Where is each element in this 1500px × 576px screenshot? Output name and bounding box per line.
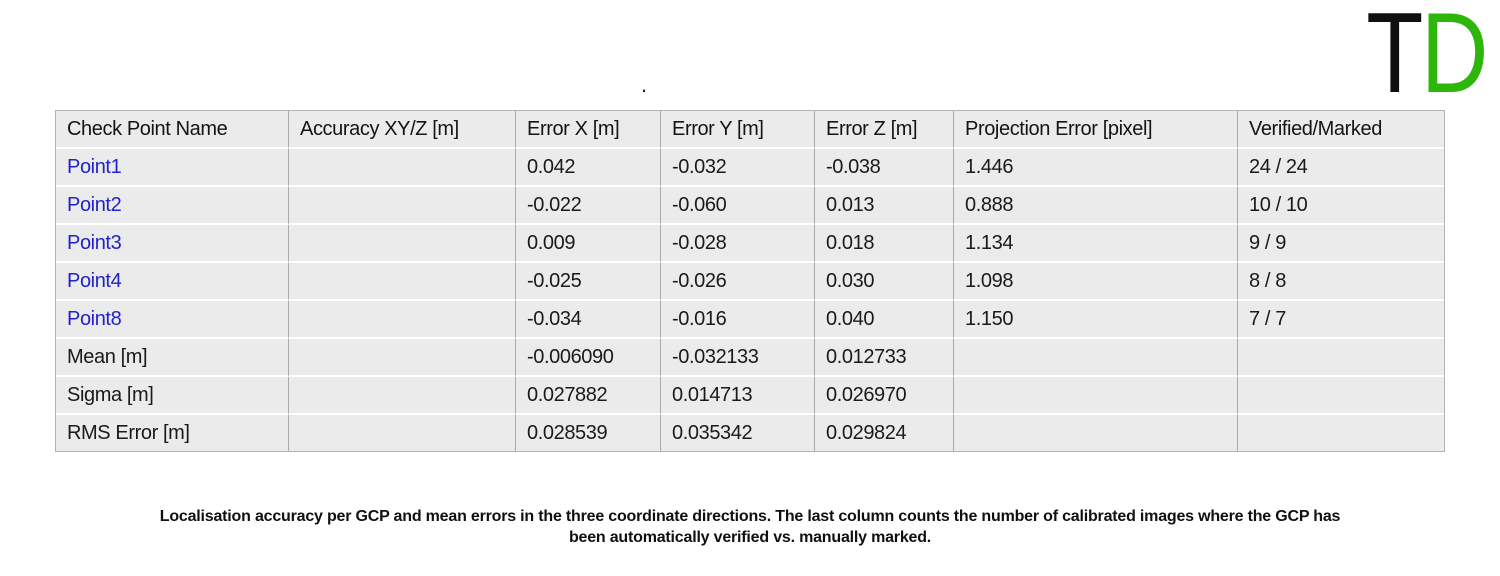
error-x-cell: -0.025 xyxy=(516,263,661,301)
accuracy-cell xyxy=(289,301,516,339)
checkpoint-name-cell: Point2 xyxy=(56,187,289,225)
accuracy-cell xyxy=(289,187,516,225)
accuracy-cell xyxy=(289,263,516,301)
verified-marked-cell xyxy=(1238,415,1444,451)
stray-period-mark: . xyxy=(641,72,648,97)
column-header-error-y: Error Y [m] xyxy=(661,111,815,149)
error-z-cell: 0.018 xyxy=(815,225,954,263)
error-x-cell: -0.006090 xyxy=(516,339,661,377)
table-row: Point4 -0.025 -0.026 0.030 1.098 8 / 8 xyxy=(56,263,1444,301)
verified-marked-cell: 7 / 7 xyxy=(1238,301,1444,339)
column-header-accuracy: Accuracy XY/Z [m] xyxy=(289,111,516,149)
error-y-cell: 0.014713 xyxy=(661,377,815,415)
column-header-verified-marked: Verified/Marked xyxy=(1238,111,1444,149)
checkpoint-name-cell: Point4 xyxy=(56,263,289,301)
column-header-error-x: Error X [m] xyxy=(516,111,661,149)
verified-marked-cell xyxy=(1238,377,1444,415)
error-y-cell: -0.026 xyxy=(661,263,815,301)
verified-marked-cell xyxy=(1238,339,1444,377)
summary-label: Mean [m] xyxy=(56,339,289,377)
accuracy-cell xyxy=(289,149,516,187)
projection-error-cell xyxy=(954,377,1238,415)
column-header-check-point-name: Check Point Name xyxy=(56,111,289,149)
checkpoint-table: Check Point Name Accuracy XY/Z [m] Error… xyxy=(55,110,1445,452)
error-z-cell: 0.012733 xyxy=(815,339,954,377)
error-z-cell: 0.013 xyxy=(815,187,954,225)
projection-error-cell: 1.446 xyxy=(954,149,1238,187)
error-y-cell: 0.035342 xyxy=(661,415,815,451)
error-x-cell: 0.028539 xyxy=(516,415,661,451)
table-row: Point8 -0.034 -0.016 0.040 1.150 7 / 7 xyxy=(56,301,1444,339)
caption-line-2: been automatically verified vs. manually… xyxy=(568,529,932,546)
projection-error-cell xyxy=(954,339,1238,377)
checkpoint-link[interactable]: Point3 xyxy=(67,231,122,254)
summary-label: RMS Error [m] xyxy=(56,415,289,451)
column-header-projection-error: Projection Error [pixel] xyxy=(954,111,1238,149)
table-caption: Localisation accuracy per GCP and mean e… xyxy=(40,506,1460,548)
error-x-cell: 0.042 xyxy=(516,149,661,187)
error-x-cell: -0.034 xyxy=(516,301,661,339)
checkpoint-link[interactable]: Point4 xyxy=(67,269,122,292)
error-y-cell: -0.032133 xyxy=(661,339,815,377)
error-y-cell: -0.032 xyxy=(661,149,815,187)
verified-marked-cell: 8 / 8 xyxy=(1238,263,1444,301)
projection-error-cell: 1.134 xyxy=(954,225,1238,263)
accuracy-cell xyxy=(289,415,516,451)
summary-row-rms: RMS Error [m] 0.028539 0.035342 0.029824 xyxy=(56,415,1444,451)
projection-error-cell xyxy=(954,415,1238,451)
error-x-cell: -0.022 xyxy=(516,187,661,225)
checkpoint-link[interactable]: Point1 xyxy=(67,155,122,178)
verified-marked-cell: 10 / 10 xyxy=(1238,187,1444,225)
caption-line-1: Localisation accuracy per GCP and mean e… xyxy=(159,508,1341,525)
verified-marked-cell: 24 / 24 xyxy=(1238,149,1444,187)
error-y-cell: -0.016 xyxy=(661,301,815,339)
projection-error-cell: 1.098 xyxy=(954,263,1238,301)
td-logo: TD xyxy=(1366,0,1489,123)
error-y-cell: -0.028 xyxy=(661,225,815,263)
projection-error-cell: 1.150 xyxy=(954,301,1238,339)
checkpoint-link[interactable]: Point2 xyxy=(67,193,122,216)
accuracy-cell xyxy=(289,225,516,263)
error-z-cell: 0.029824 xyxy=(815,415,954,451)
checkpoint-name-cell: Point8 xyxy=(56,301,289,339)
column-header-error-z: Error Z [m] xyxy=(815,111,954,149)
accuracy-cell xyxy=(289,377,516,415)
projection-error-cell: 0.888 xyxy=(954,187,1238,225)
summary-row-mean: Mean [m] -0.006090 -0.032133 0.012733 xyxy=(56,339,1444,377)
table-row: Point1 0.042 -0.032 -0.038 1.446 24 / 24 xyxy=(56,149,1444,187)
error-z-cell: 0.040 xyxy=(815,301,954,339)
summary-label: Sigma [m] xyxy=(56,377,289,415)
checkpoint-link[interactable]: Point8 xyxy=(67,307,122,330)
error-z-cell: 0.030 xyxy=(815,263,954,301)
logo-letter-t: T xyxy=(1366,0,1423,117)
summary-row-sigma: Sigma [m] 0.027882 0.014713 0.026970 xyxy=(56,377,1444,415)
error-y-cell: -0.060 xyxy=(661,187,815,225)
accuracy-cell xyxy=(289,339,516,377)
table-row: Point3 0.009 -0.028 0.018 1.134 9 / 9 xyxy=(56,225,1444,263)
verified-marked-cell: 9 / 9 xyxy=(1238,225,1444,263)
table-row: Point2 -0.022 -0.060 0.013 0.888 10 / 10 xyxy=(56,187,1444,225)
error-z-cell: 0.026970 xyxy=(815,377,954,415)
error-x-cell: 0.027882 xyxy=(516,377,661,415)
error-z-cell: -0.038 xyxy=(815,149,954,187)
checkpoint-name-cell: Point3 xyxy=(56,225,289,263)
error-x-cell: 0.009 xyxy=(516,225,661,263)
checkpoint-name-cell: Point1 xyxy=(56,149,289,187)
logo-letter-d: D xyxy=(1420,0,1489,117)
header-row: Check Point Name Accuracy XY/Z [m] Error… xyxy=(56,111,1444,149)
